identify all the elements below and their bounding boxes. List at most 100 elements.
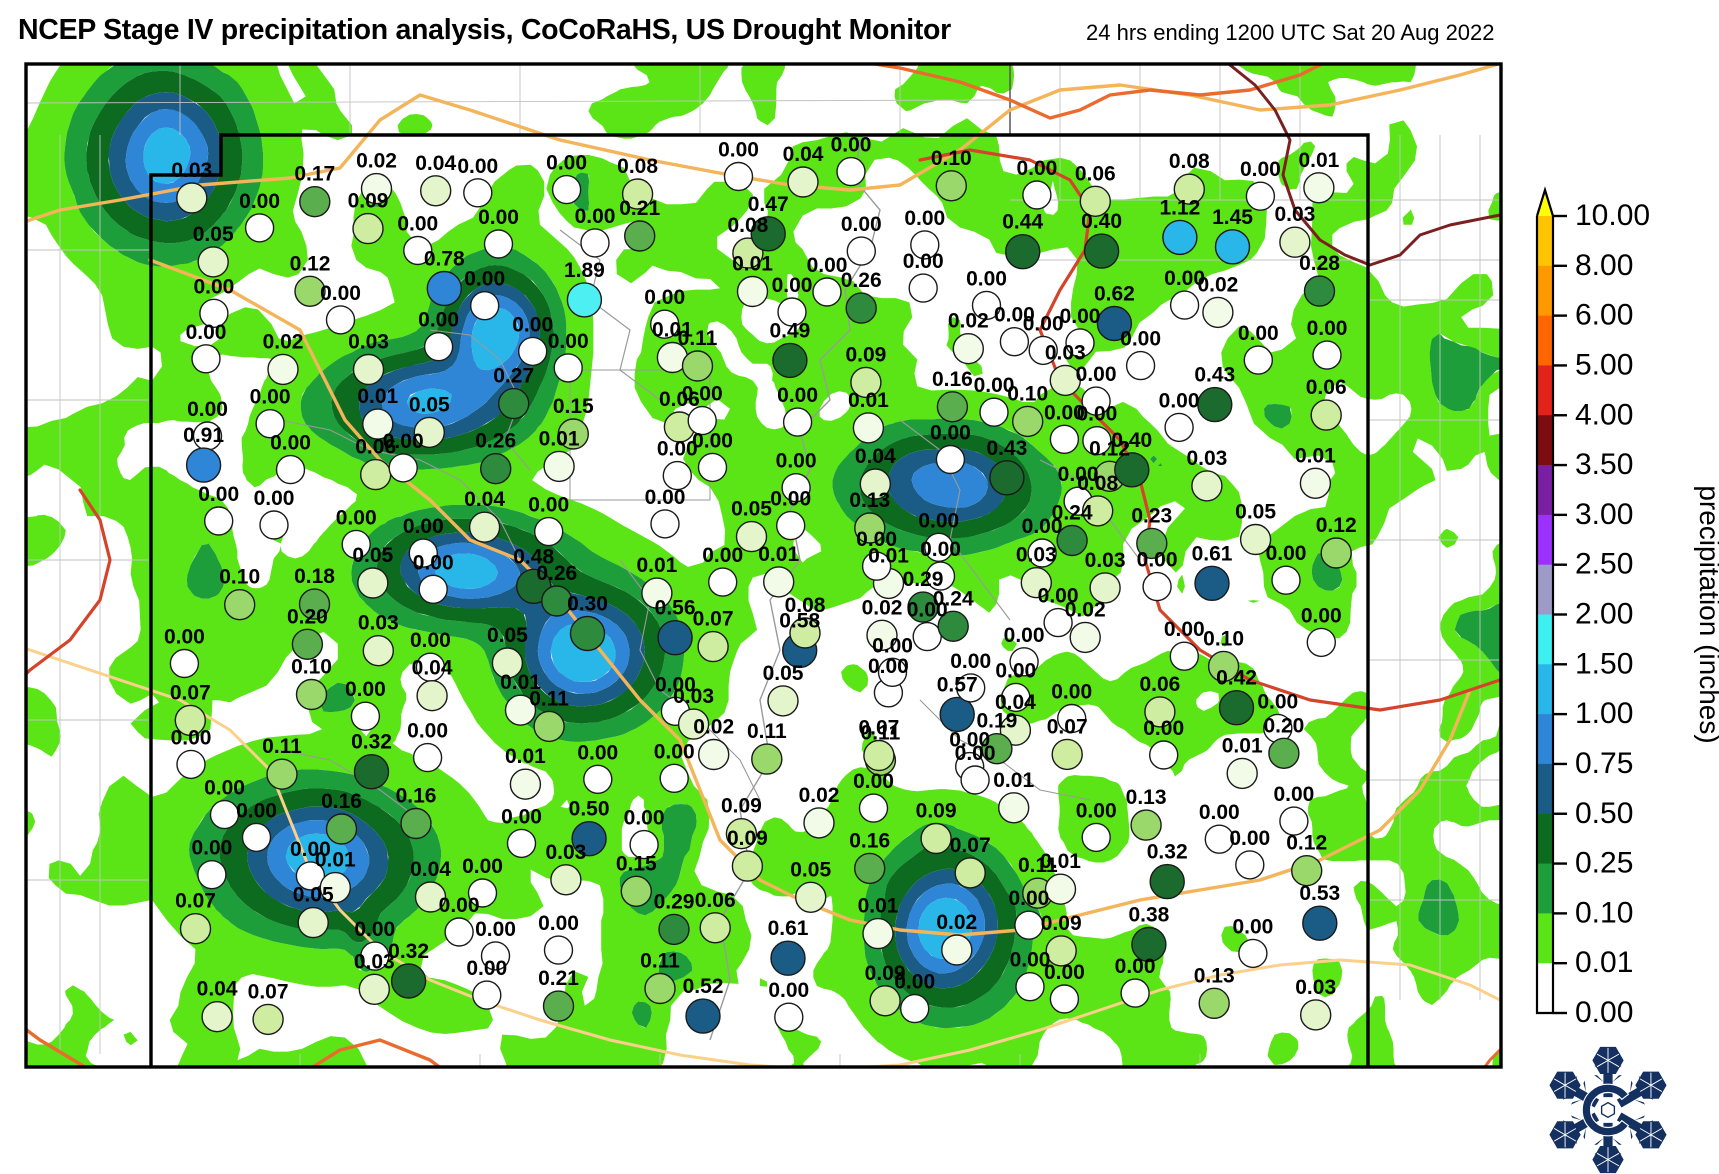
svg-text:0.07: 0.07 (693, 608, 734, 631)
svg-text:0.00: 0.00 (546, 152, 587, 175)
svg-text:0.09: 0.09 (1041, 912, 1082, 935)
svg-text:0.04: 0.04 (783, 143, 824, 166)
svg-text:0.00: 0.00 (894, 971, 935, 994)
svg-text:0.00: 0.00 (186, 321, 227, 344)
svg-text:0.00: 0.00 (644, 286, 685, 309)
svg-text:0.00: 0.00 (1137, 549, 1178, 572)
svg-text:0.00: 0.00 (1044, 961, 1085, 984)
svg-text:0.03: 0.03 (1186, 447, 1227, 470)
svg-text:0.00: 0.00 (403, 515, 444, 538)
svg-text:0.08: 0.08 (1077, 472, 1118, 495)
svg-text:0.00: 0.00 (413, 551, 454, 574)
svg-text:0.00: 0.00 (1143, 717, 1184, 740)
svg-text:0.03: 0.03 (1085, 549, 1126, 572)
svg-text:0.00: 0.00 (538, 912, 579, 935)
svg-text:0.04: 0.04 (415, 152, 456, 175)
svg-text:5.00: 5.00 (1575, 348, 1633, 381)
svg-text:0.00: 0.00 (501, 805, 542, 828)
svg-text:0.00: 0.00 (191, 837, 232, 860)
svg-text:0.00: 0.00 (682, 383, 723, 406)
svg-text:0.15: 0.15 (616, 852, 657, 875)
svg-text:0.02: 0.02 (799, 784, 840, 807)
svg-text:0.13: 0.13 (1126, 786, 1167, 809)
svg-text:0.00: 0.00 (1164, 618, 1205, 641)
svg-text:0.50: 0.50 (569, 798, 610, 821)
svg-text:0.04: 0.04 (410, 858, 451, 881)
svg-text:0.01: 0.01 (1298, 149, 1339, 172)
svg-text:0.00: 0.00 (955, 742, 996, 765)
svg-text:0.00: 0.00 (548, 330, 589, 353)
svg-text:0.20: 0.20 (1263, 714, 1304, 737)
svg-text:0.00: 0.00 (1257, 690, 1298, 713)
svg-text:0.00: 0.00 (1238, 322, 1279, 345)
svg-text:0.03: 0.03 (1274, 203, 1315, 226)
svg-text:0.00: 0.00 (320, 282, 361, 305)
svg-text:4.00: 4.00 (1575, 398, 1633, 431)
svg-text:0.00: 0.00 (478, 206, 519, 229)
svg-text:0.00: 0.00 (1266, 542, 1307, 565)
svg-text:0.38: 0.38 (1128, 904, 1169, 927)
svg-text:0.00: 0.00 (528, 494, 569, 517)
svg-text:0.44: 0.44 (1002, 211, 1043, 234)
svg-text:0.02: 0.02 (263, 330, 304, 353)
svg-text:6.00: 6.00 (1575, 299, 1633, 332)
svg-text:0.00: 0.00 (383, 430, 424, 453)
svg-text:0.00: 0.00 (868, 655, 909, 678)
svg-text:0.29: 0.29 (654, 890, 695, 913)
svg-text:0.05: 0.05 (763, 662, 804, 685)
svg-text:0.21: 0.21 (538, 967, 579, 990)
svg-text:0.12: 0.12 (1316, 514, 1357, 537)
svg-text:0.05: 0.05 (293, 884, 334, 907)
svg-text:0.00: 0.00 (464, 268, 505, 291)
svg-text:0.01: 0.01 (1295, 444, 1336, 467)
svg-text:0.01: 0.01 (758, 543, 799, 566)
svg-text:0.25: 0.25 (1575, 847, 1633, 880)
svg-text:0.00: 0.00 (1273, 783, 1314, 806)
svg-text:0.16: 0.16 (932, 368, 973, 391)
svg-text:0.00: 0.00 (204, 777, 245, 800)
svg-text:3.50: 3.50 (1575, 448, 1633, 481)
svg-text:0.01: 0.01 (315, 849, 356, 872)
svg-text:0.00: 0.00 (1301, 604, 1342, 627)
svg-text:0.00: 0.00 (872, 634, 913, 657)
svg-text:0.00: 0.00 (198, 483, 239, 506)
svg-text:0.00: 0.00 (645, 486, 686, 509)
svg-text:0.00: 0.00 (1038, 585, 1079, 608)
svg-text:0.00: 0.00 (475, 918, 516, 941)
svg-text:0.52: 0.52 (683, 975, 724, 998)
svg-text:0.03: 0.03 (545, 841, 586, 864)
svg-text:0.00: 0.00 (654, 740, 695, 763)
svg-text:0.50: 0.50 (1575, 797, 1633, 830)
svg-text:0.00: 0.00 (772, 274, 813, 297)
svg-text:0.00: 0.00 (439, 894, 480, 917)
svg-text:0.00: 0.00 (254, 487, 295, 510)
svg-text:0.00: 0.00 (994, 304, 1035, 327)
svg-text:0.05: 0.05 (409, 393, 450, 416)
svg-text:0.00: 0.00 (856, 528, 897, 551)
svg-text:0.07: 0.07 (248, 980, 289, 1003)
svg-text:0.42: 0.42 (1216, 667, 1257, 690)
svg-text:0.21: 0.21 (619, 197, 660, 220)
svg-text:0.10: 0.10 (931, 147, 972, 170)
svg-text:0.00: 0.00 (950, 650, 991, 673)
svg-text:0.09: 0.09 (916, 800, 957, 823)
svg-text:0.17: 0.17 (294, 163, 335, 186)
svg-text:0.13: 0.13 (849, 489, 890, 512)
svg-text:0.24: 0.24 (1052, 502, 1093, 525)
svg-text:0.03: 0.03 (358, 612, 399, 635)
svg-text:0.00: 0.00 (1016, 157, 1057, 180)
svg-text:0.05: 0.05 (790, 858, 831, 881)
svg-text:0.00: 0.00 (1115, 955, 1156, 978)
svg-text:3.00: 3.00 (1575, 498, 1633, 531)
svg-text:0.00: 0.00 (1076, 799, 1117, 822)
svg-text:0.00: 0.00 (270, 432, 311, 455)
svg-text:0.28: 0.28 (1299, 252, 1340, 275)
svg-text:0.00: 0.00 (354, 918, 395, 941)
svg-text:0.00: 0.00 (193, 275, 234, 298)
svg-text:0.00: 0.00 (250, 386, 291, 409)
svg-text:0.01: 0.01 (1222, 734, 1263, 757)
svg-text:0.00: 0.00 (918, 509, 959, 532)
svg-text:0.00: 0.00 (702, 544, 743, 567)
svg-text:0.00: 0.00 (575, 205, 616, 228)
svg-text:0.08: 0.08 (1169, 150, 1210, 173)
